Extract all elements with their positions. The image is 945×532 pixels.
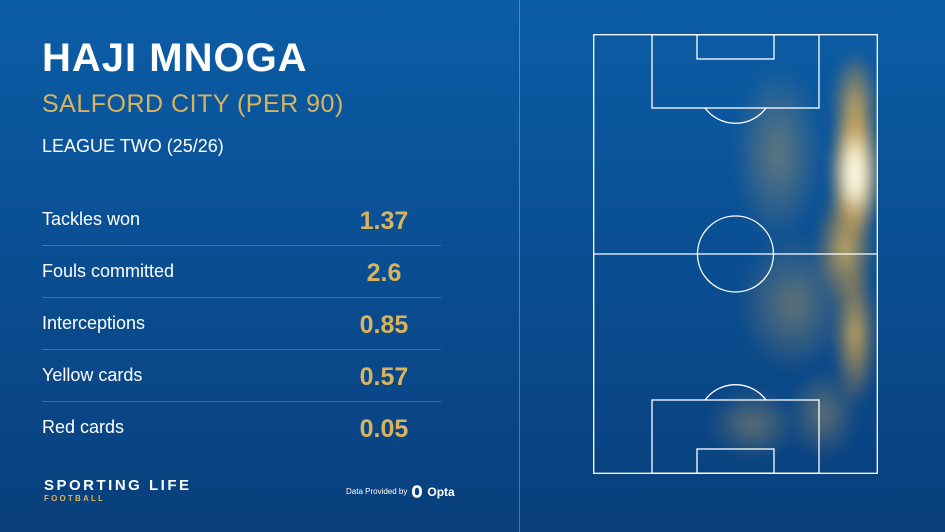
- credit-text: Data Provided by: [346, 487, 408, 496]
- stat-row-yellow-cards: Yellow cards 0.57: [42, 350, 441, 402]
- stat-value: 1.37: [359, 207, 409, 235]
- stat-value: 2.6: [366, 259, 402, 287]
- stat-row-interceptions: Interceptions 0.85: [42, 298, 441, 350]
- sporting-life-logo: SPORTING LIFE FOOTBALL: [44, 478, 192, 504]
- stat-label: Fouls committed: [42, 261, 175, 281]
- pitch-lines: [593, 34, 878, 474]
- stat-value: 0.57: [359, 363, 409, 391]
- stat-row-red-cards: Red cards 0.05: [42, 402, 441, 453]
- panel-divider: [519, 0, 520, 532]
- brand-sub: FOOTBALL: [44, 494, 106, 503]
- opta-name: Opta: [427, 484, 455, 499]
- pitch-heatmap: [593, 34, 878, 474]
- opta-logo-icon: [411, 484, 423, 499]
- league-label: LEAGUE TWO (25/26): [42, 136, 224, 156]
- player-name: HAJI MNOGA: [42, 36, 308, 80]
- stat-value: 0.05: [359, 415, 409, 443]
- stat-value: 0.85: [359, 311, 409, 339]
- stat-label: Tackles won: [42, 209, 141, 229]
- stat-row-fouls-committed: Fouls committed 2.6: [42, 246, 441, 298]
- brand-main: SPORTING LIFE: [44, 477, 192, 494]
- team-subtitle: SALFORD CITY (PER 90): [42, 90, 344, 118]
- heatmap-layer: [708, 49, 878, 459]
- stats-table: Tackles won 1.37 Fouls committed 2.6 Int…: [42, 194, 441, 453]
- stat-label: Interceptions: [42, 313, 146, 333]
- stat-row-tackles-won: Tackles won 1.37: [42, 194, 441, 246]
- stat-label: Yellow cards: [42, 365, 143, 385]
- stat-label: Red cards: [42, 417, 125, 437]
- data-credit: Data Provided by Opta: [346, 484, 455, 499]
